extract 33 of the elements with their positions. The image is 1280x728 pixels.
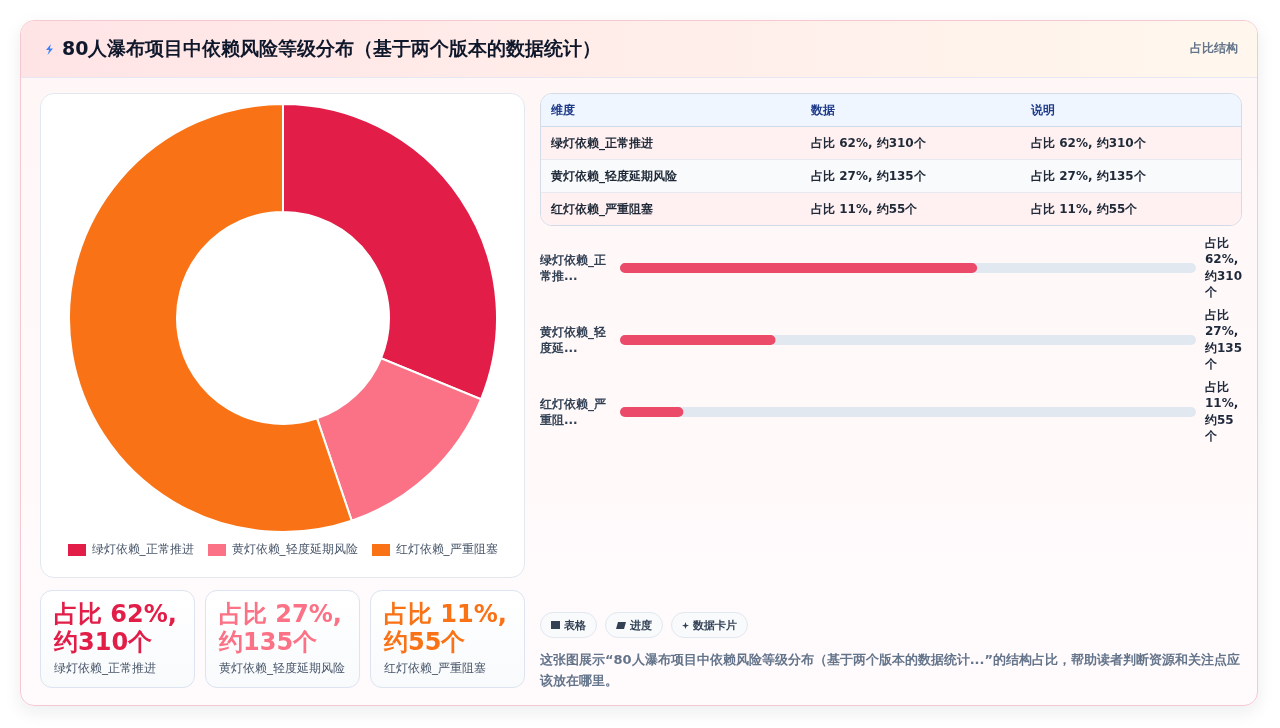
category-label: 红灯依赖_严重阻塞 bbox=[384, 660, 487, 677]
legend-label: 绿灯依赖_正常推进 bbox=[91, 541, 194, 558]
text: 占比 62%, 约310个 bbox=[1030, 134, 1147, 152]
text: 占比 27%, 约135个 bbox=[810, 167, 927, 185]
text: 维度 bbox=[550, 101, 576, 119]
text: 占比 11%, 约55个 bbox=[1030, 200, 1139, 218]
data-label: 占比 62%, 约310个 bbox=[1204, 235, 1243, 300]
text: 占比 62%, 约310个 bbox=[810, 134, 927, 152]
text: 绿灯依赖_正常推进 bbox=[550, 134, 654, 153]
text: 进度 bbox=[630, 617, 652, 633]
text: 占比 11%, 约55个 bbox=[810, 200, 919, 218]
data-label: 占比 27%, 约135个 bbox=[1204, 307, 1243, 372]
chart-title: 80人瀑布项目中依赖风险等级分布（基于两个版本的数据统计） bbox=[62, 36, 602, 61]
text: 这张图展示“80人瀑布项目中依赖风险等级分布（基于两个版本的数据统计...”的结构占比，帮助读者判断资源和关注点应该放在哪里。 bbox=[540, 651, 1241, 690]
category-label: 黄灯依赖_轻度延期风险 bbox=[219, 660, 346, 677]
legend-label: 红灯依赖_严重阻塞 bbox=[395, 541, 498, 558]
category-label: 绿灯依赖_正常推进 bbox=[54, 660, 157, 677]
text: 红灯依赖_严重阻塞 bbox=[550, 200, 654, 219]
y-tick-label: 绿灯依赖_正常推... bbox=[539, 252, 606, 283]
y-tick-label: 黄灯依赖_轻度延... bbox=[539, 324, 606, 355]
text: 占比 27%, 约135个 bbox=[219, 600, 342, 656]
y-tick-label: 红灯依赖_严重阻... bbox=[539, 396, 606, 427]
text: 占比 11%, 约55个 bbox=[384, 600, 507, 656]
legend-label: 黄灯依赖_轻度延期风险 bbox=[231, 541, 358, 558]
text: 数据卡片 bbox=[693, 617, 737, 633]
text: 黄灯依赖_轻度延期风险 bbox=[550, 167, 678, 186]
text: 说明 bbox=[1030, 101, 1056, 119]
text: 数据 bbox=[810, 101, 836, 119]
text: 占比结构 bbox=[1190, 39, 1238, 57]
data-label: 占比 11%, 约55个 bbox=[1204, 379, 1239, 444]
text: 占比 27%, 约135个 bbox=[1030, 167, 1147, 185]
text: 表格 bbox=[564, 617, 586, 633]
text: 占比 62%, 约310个 bbox=[54, 600, 177, 656]
